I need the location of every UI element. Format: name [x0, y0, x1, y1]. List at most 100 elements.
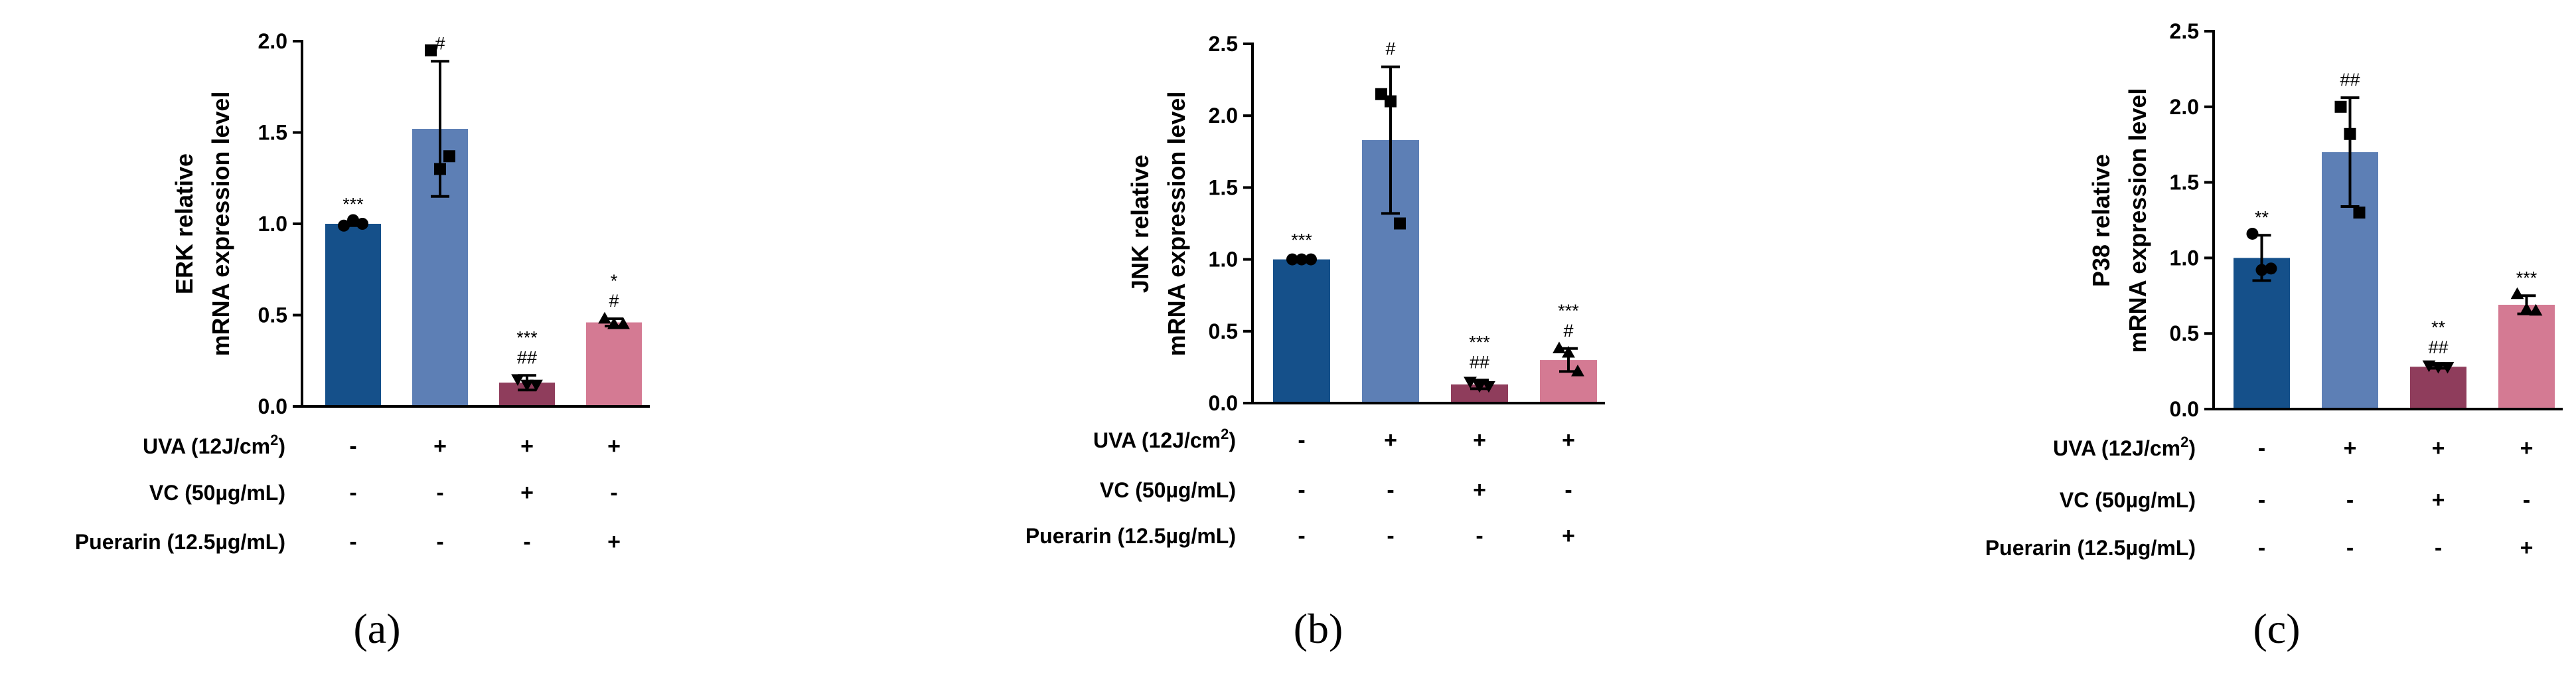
- data-point-bar4-3: [617, 317, 630, 329]
- bar-1: [325, 224, 381, 406]
- data-point-bar1-1: [1286, 253, 1298, 266]
- treatment-label-vc: VC (50µg/mL): [149, 481, 285, 505]
- treatment-sign: +: [2432, 487, 2445, 513]
- data-point-bar1-1: [2246, 227, 2259, 240]
- significance-label: ##: [2340, 70, 2360, 90]
- axes: [1251, 43, 1605, 404]
- significance-label: #: [435, 33, 445, 53]
- y-tick-label: 2.5: [2170, 19, 2199, 43]
- bar-3: [2410, 367, 2466, 409]
- treatment-sign: +: [520, 480, 534, 505]
- panel-label: (b): [1294, 605, 1343, 652]
- error-bar-2: [1381, 65, 1400, 215]
- bar-4: [2498, 304, 2555, 409]
- treatment-sign: +: [1473, 477, 1486, 503]
- treatment-sign: +: [1384, 428, 1397, 453]
- bar-1: [2234, 258, 2290, 409]
- y-tick-label: 1.0: [1209, 248, 1238, 272]
- treatment-sign: -: [2435, 535, 2442, 560]
- treatment-sign: -: [436, 480, 443, 505]
- data-point-bar4-2: [607, 317, 621, 329]
- data-point-bar3-3: [530, 379, 543, 392]
- error-bar-2: [2340, 96, 2360, 209]
- data-point-bar3-1: [1464, 377, 1477, 388]
- data-point-bar1-3: [1305, 253, 1317, 266]
- data-point-bar2-2: [434, 163, 446, 175]
- y-tick-label: 0.0: [1209, 391, 1238, 415]
- data-point-bar4-1: [598, 311, 611, 324]
- treatment-label-vc: VC (50µg/mL): [2060, 488, 2196, 512]
- significance-label: **: [2255, 207, 2269, 227]
- treatment-label-superscript: 2: [2180, 434, 2188, 450]
- treatment-sign: -: [2258, 436, 2265, 461]
- treatment-sign: +: [1562, 428, 1575, 453]
- y-tick-label: 0.5: [2170, 321, 2199, 345]
- treatment-sign: -: [1298, 428, 1305, 453]
- treatment-sign: +: [2344, 436, 2357, 461]
- significance-label: ***: [1558, 301, 1579, 321]
- treatment-sign: -: [2523, 487, 2530, 513]
- significance-label: **: [2431, 317, 2446, 337]
- y-tick-label: 0.0: [258, 394, 287, 418]
- data-point-bar1-2: [347, 214, 359, 226]
- data-point-bar3-2: [2431, 362, 2445, 374]
- treatment-sign: -: [610, 480, 617, 505]
- treatment-sign: -: [349, 529, 356, 555]
- y-axis-title: mRNA expression level: [1163, 92, 1190, 357]
- treatment-label-superscript: 2: [1221, 426, 1229, 442]
- data-point-bar1-3: [356, 218, 368, 230]
- data-point-bar1-2: [2255, 264, 2268, 276]
- treatment-sign: -: [1476, 523, 1483, 549]
- y-tick-label: 0.0: [2170, 397, 2199, 421]
- treatment-sign: -: [2346, 487, 2354, 513]
- treatment-label-uva: UVA (12J/cm2): [143, 432, 285, 458]
- y-axis-title: P38 relative: [2087, 154, 2115, 287]
- data-point-bar4-1: [1553, 341, 1566, 353]
- treatment-sign: -: [1298, 523, 1305, 549]
- data-point-bar3-3: [1482, 381, 1495, 393]
- data-point-bar2-2: [1385, 95, 1397, 108]
- treatment-label-puerarin: Puerarin (12.5µg/mL): [75, 530, 285, 554]
- data-point-bar2-3: [443, 150, 455, 163]
- treatment-sign: -: [349, 480, 356, 505]
- y-tick-label: 2.0: [1209, 104, 1238, 128]
- y-axis-title: ERK relative: [171, 153, 198, 294]
- y-tick-label: 0.5: [1209, 319, 1238, 343]
- y-tick-label: 1.0: [258, 212, 287, 236]
- data-point-bar2-1: [2334, 100, 2347, 113]
- data-point-bar2-1: [1375, 88, 1387, 100]
- data-point-bar3-1: [2422, 360, 2436, 373]
- treatment-sign: +: [520, 434, 534, 459]
- data-point-bar3-1: [511, 374, 524, 386]
- treatment-sign: -: [523, 529, 530, 555]
- significance-label: #: [1385, 39, 1395, 59]
- significance-label: *: [611, 271, 618, 291]
- treatment-sign: -: [1387, 477, 1394, 503]
- significance-label: ##: [2428, 337, 2448, 357]
- y-axis-title: mRNA expression level: [207, 92, 234, 357]
- treatment-sign: -: [2346, 535, 2354, 560]
- significance-label: ***: [342, 194, 364, 214]
- treatment-sign: -: [1298, 477, 1305, 503]
- treatment-sign: +: [1562, 523, 1575, 549]
- treatment-label-vc: VC (50µg/mL): [1100, 478, 1236, 502]
- treatment-label-suffix: ): [1229, 428, 1236, 452]
- treatment-sign: -: [436, 529, 443, 555]
- data-point-bar1-1: [338, 219, 350, 232]
- significance-label: ***: [1469, 332, 1490, 352]
- treatment-sign: -: [2258, 535, 2265, 560]
- panel-label: (a): [353, 605, 400, 652]
- data-point-bar2-3: [1394, 217, 1406, 230]
- treatment-label-suffix: ): [2188, 436, 2196, 460]
- treatment-label-uva: UVA (12J/cm2): [2053, 434, 2196, 460]
- treatment-label-superscript: 2: [270, 432, 278, 448]
- treatment-label-text: UVA (12J/cm: [2053, 436, 2180, 460]
- treatment-sign: -: [349, 434, 356, 459]
- data-point-bar3-2: [1473, 381, 1486, 393]
- significance-label: ***: [1291, 230, 1312, 250]
- treatment-sign: +: [2432, 436, 2445, 461]
- treatment-sign: -: [1564, 477, 1572, 503]
